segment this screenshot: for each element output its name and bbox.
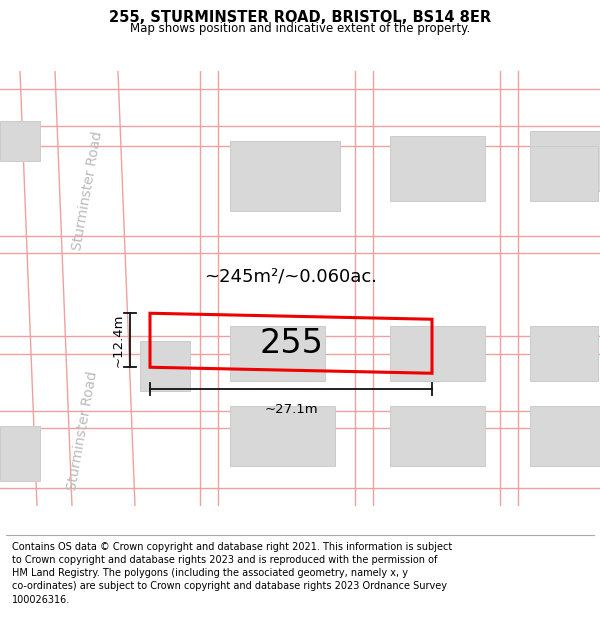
Bar xyxy=(530,146,598,201)
Bar xyxy=(230,406,335,466)
Bar xyxy=(530,131,600,191)
Bar xyxy=(140,341,190,391)
Bar xyxy=(0,426,40,481)
Text: Sturminster Road: Sturminster Road xyxy=(71,131,106,252)
Bar xyxy=(390,326,485,381)
Text: 255: 255 xyxy=(259,327,323,360)
Text: ~245m²/~0.060ac.: ~245m²/~0.060ac. xyxy=(205,268,377,285)
Bar xyxy=(390,136,485,201)
Bar xyxy=(530,406,600,466)
Bar xyxy=(230,141,340,211)
Text: 255, STURMINSTER ROAD, BRISTOL, BS14 8ER: 255, STURMINSTER ROAD, BRISTOL, BS14 8ER xyxy=(109,10,491,25)
Bar xyxy=(530,326,598,381)
Text: Contains OS data © Crown copyright and database right 2021. This information is : Contains OS data © Crown copyright and d… xyxy=(12,542,452,604)
Text: Sturminster Road: Sturminster Road xyxy=(65,371,100,492)
Bar xyxy=(230,326,325,381)
Text: Map shows position and indicative extent of the property.: Map shows position and indicative extent… xyxy=(130,22,470,35)
Text: ~27.1m: ~27.1m xyxy=(264,403,318,416)
Bar xyxy=(0,121,40,161)
Bar xyxy=(390,406,485,466)
Text: ~12.4m: ~12.4m xyxy=(112,314,125,367)
